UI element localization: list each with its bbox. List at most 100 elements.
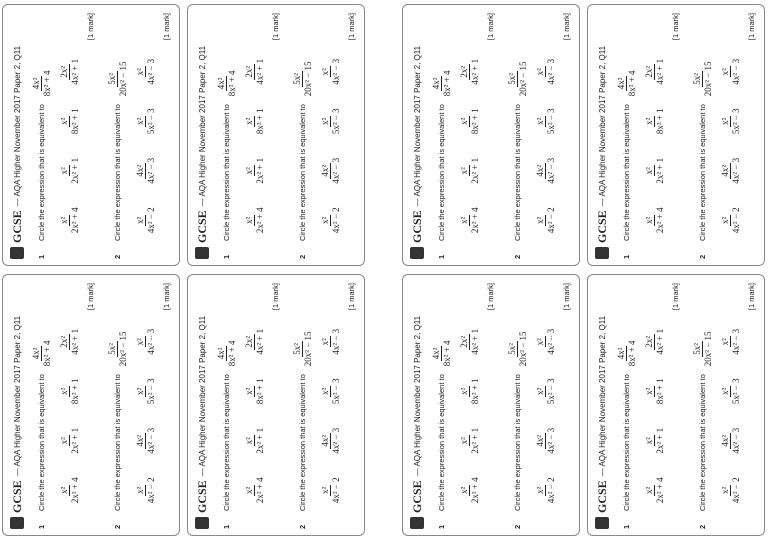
question: 1 Circle the expression that is equivalen… [612, 281, 688, 529]
numerator: x² [459, 165, 470, 177]
fraction: x² 2x² + 1 [244, 428, 265, 454]
fraction: x² 5x² − 3 [720, 378, 741, 404]
question: 2 Circle the expression that is equivalen… [503, 11, 579, 259]
numerator: 4x² [30, 345, 42, 362]
numerator: 4x² [615, 75, 627, 92]
marks: [1 mark] [562, 283, 571, 311]
denominator: 4x² + 1 [255, 328, 265, 355]
denominator: 8x² + 4 [41, 70, 52, 97]
question-number: 1 [36, 524, 46, 529]
denominator: 8x² + 4 [226, 70, 237, 97]
logo: GCSE [409, 210, 424, 243]
options: x² 4x² − 2 4x² 4x² − 3 x² 5x² − 3 x² 4x² − 3 [135, 11, 156, 259]
marks: [1 mark] [271, 283, 280, 311]
fraction: 5x² 20x² − 15 [691, 61, 713, 96]
card-wrapper: GCSE — AQA Higher November 2017 Paper 2, … [402, 2, 582, 266]
fraction: x² 5x² − 3 [720, 108, 741, 134]
numerator: x² [720, 336, 731, 348]
numerator: 5x² [691, 341, 703, 357]
logo: GCSE [194, 480, 209, 513]
denominator: 4x² − 3 [731, 427, 741, 454]
denominator: 4x² − 3 [146, 157, 156, 184]
fraction: x² 2x² + 4 [459, 207, 480, 233]
source: — AQA Higher November 2017 Paper 2, Q11 [12, 315, 22, 477]
fraction: 2x² 4x² + 1 [459, 329, 480, 355]
logo-icon [10, 247, 24, 259]
fraction: 5x² 20x² − 15 [106, 61, 128, 96]
card-wrapper: GCSE — AQA Higher November 2017 Paper 2, … [402, 272, 582, 536]
options: x² 4x² − 2 4x² 4x² − 3 x² 5x² − 3 x² 4x² − 3 [535, 11, 556, 259]
denominator: 2x² + 4 [255, 207, 265, 234]
denominator: 2x² + 4 [70, 207, 80, 234]
card-header: GCSE — AQA Higher November 2017 Paper 2, … [192, 281, 212, 529]
marks: [1 mark] [86, 283, 95, 311]
prompt: Circle the expression that is equivalent… [112, 374, 122, 511]
fraction: x² 4x² − 2 [320, 477, 341, 503]
fraction: 4x² 4x² − 3 [135, 158, 156, 184]
numerator: x² [244, 385, 255, 397]
numerator: x² [459, 115, 470, 127]
fraction: 2x² 4x² + 1 [459, 59, 480, 85]
card-header: GCSE — AQA Higher November 2017 Paper 2, … [7, 11, 27, 259]
logo-icon [595, 517, 609, 529]
denominator: 8x² + 4 [441, 70, 452, 97]
denominator: 2x² + 4 [70, 477, 80, 504]
denominator: 4x² − 3 [731, 58, 741, 85]
logo-icon [410, 247, 424, 259]
question-number: 1 [436, 524, 446, 529]
prompt: Circle the expression that is equivalent… [221, 374, 231, 511]
numerator: x² [244, 115, 255, 127]
logo: GCSE [194, 210, 209, 243]
fraction: x² 4x² − 3 [135, 59, 156, 85]
source: — AQA Higher November 2017 Paper 2, Q11 [412, 45, 422, 207]
card-header: GCSE — AQA Higher November 2017 Paper 2, … [407, 11, 427, 259]
fraction: x² 4x² − 2 [320, 207, 341, 233]
denominator: 8x² + 4 [441, 340, 452, 367]
question: 1 Circle the expression that is equivalen… [612, 11, 688, 259]
prompt: Circle the expression that is equivalent… [436, 374, 446, 511]
card: GCSE — AQA Higher November 2017 Paper 2, … [402, 274, 580, 536]
denominator: 5x² − 3 [331, 108, 341, 135]
prompt-row: 1 Circle the expression that is equivalen… [612, 281, 640, 529]
options: x² 2x² + 4 x² 2x² + 1 x² 8x² + 1 2x² 4x² + 1 [459, 11, 480, 259]
question-number: 2 [512, 254, 522, 259]
numerator: 5x² [106, 341, 118, 357]
fraction: 2x² 4x² + 1 [644, 59, 665, 85]
fraction: x² 2x² + 4 [244, 477, 265, 503]
denominator: 8x² + 1 [470, 108, 480, 135]
question-number: 2 [512, 524, 522, 529]
prompt: Circle the expression that is equivalent… [436, 104, 446, 241]
denominator: 4x² + 1 [70, 58, 80, 85]
denominator: 5x² − 3 [146, 108, 156, 135]
numerator: 4x² [430, 75, 442, 92]
fraction: x² 4x² − 3 [720, 329, 741, 355]
card: GCSE — AQA Higher November 2017 Paper 2, … [587, 274, 765, 536]
logo-icon [195, 247, 209, 259]
question-number: 2 [297, 254, 307, 259]
fraction: 2x² 4x² + 1 [244, 59, 265, 85]
fraction: x² 2x² + 4 [59, 477, 80, 503]
fraction: x² 2x² + 4 [644, 477, 665, 503]
question: 1 Circle the expression that is equivalen… [427, 281, 503, 529]
marks: [1 mark] [486, 283, 495, 311]
denominator: 5x² − 3 [546, 378, 556, 405]
denominator: 2x² + 4 [655, 477, 665, 504]
logo-icon [10, 517, 24, 529]
denominator: 2x² + 1 [255, 427, 265, 454]
denominator: 2x² + 4 [255, 477, 265, 504]
question-number: 1 [621, 254, 631, 259]
numerator: 2x² [244, 333, 255, 350]
question: 2 Circle the expression that is equivalen… [688, 11, 764, 259]
prompt-row: 2 Circle the expression that is equivalen… [288, 281, 316, 529]
question: 1 Circle the expression that is equivalen… [427, 11, 503, 259]
denominator: 4x² − 2 [546, 207, 556, 234]
denominator: 4x² − 3 [546, 157, 556, 184]
prompt: Circle the expression that is equivalent… [512, 104, 522, 241]
fraction: 4x² 8x² + 4 [615, 70, 637, 96]
denominator: 4x² + 1 [655, 328, 665, 355]
numerator: x² [535, 214, 546, 226]
denominator: 20x² − 15 [517, 61, 528, 97]
numerator: 5x² [291, 71, 303, 87]
numerator: x² [535, 336, 546, 348]
options: x² 2x² + 4 x² 2x² + 1 x² 8x² + 1 2x² 4x² + 1 [644, 281, 665, 529]
